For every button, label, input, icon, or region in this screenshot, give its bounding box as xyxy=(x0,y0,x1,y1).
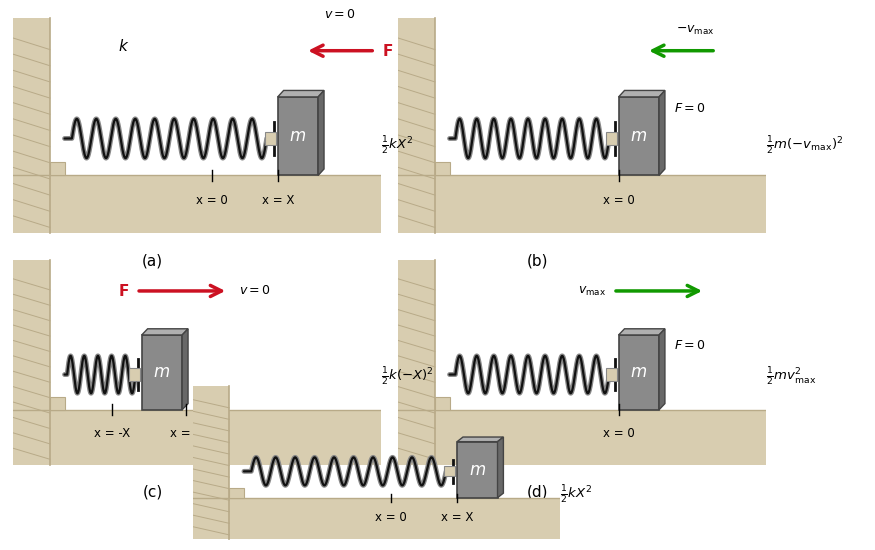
Bar xyxy=(398,18,435,233)
Polygon shape xyxy=(659,329,665,410)
Polygon shape xyxy=(659,90,665,175)
Bar xyxy=(435,162,450,175)
Bar xyxy=(50,397,65,410)
Bar xyxy=(619,97,659,175)
Bar xyxy=(192,386,229,539)
Bar xyxy=(398,410,766,465)
Bar xyxy=(13,18,50,233)
Bar xyxy=(398,260,435,465)
Bar xyxy=(13,260,50,465)
Text: $v = 0$: $v = 0$ xyxy=(325,8,356,21)
Bar xyxy=(444,466,455,476)
Bar xyxy=(50,162,65,175)
Text: $\frac{1}{2}m(-v_{\mathrm{max}})^2$: $\frac{1}{2}m(-v_{\mathrm{max}})^2$ xyxy=(766,135,843,157)
Text: x = 0: x = 0 xyxy=(196,194,228,207)
Text: (d): (d) xyxy=(527,485,549,499)
Bar xyxy=(142,335,182,410)
Text: $\frac{1}{2}k(-X)^2$: $\frac{1}{2}k(-X)^2$ xyxy=(381,366,433,388)
Text: (a): (a) xyxy=(143,254,164,269)
Polygon shape xyxy=(498,437,503,498)
Text: $-v_{\mathrm{max}}$: $-v_{\mathrm{max}}$ xyxy=(676,24,715,37)
Text: $m$: $m$ xyxy=(290,127,306,145)
Bar xyxy=(265,131,276,145)
Text: $\frac{1}{2}kX^2$: $\frac{1}{2}kX^2$ xyxy=(560,484,592,506)
Polygon shape xyxy=(318,90,324,175)
Text: $F = 0$: $F = 0$ xyxy=(674,102,705,115)
Bar xyxy=(457,442,498,498)
Text: (b): (b) xyxy=(527,254,549,269)
Bar xyxy=(229,488,244,498)
Text: $m$: $m$ xyxy=(630,127,648,145)
Text: $\frac{1}{2}mv_{\mathrm{max}}^2$: $\frac{1}{2}mv_{\mathrm{max}}^2$ xyxy=(766,366,816,388)
Text: $\mathbf{F}$: $\mathbf{F}$ xyxy=(118,283,129,299)
Text: $m$: $m$ xyxy=(153,364,171,381)
Polygon shape xyxy=(619,329,665,335)
Text: x = 0: x = 0 xyxy=(603,194,634,207)
Text: $k$: $k$ xyxy=(118,38,129,54)
Text: $\mathbf{F}$: $\mathbf{F}$ xyxy=(382,43,394,59)
Bar xyxy=(619,335,659,410)
Text: x = -X: x = -X xyxy=(94,427,130,441)
Text: x = X: x = X xyxy=(262,194,294,207)
Bar xyxy=(13,175,381,233)
Bar xyxy=(277,97,318,175)
Text: x = X: x = X xyxy=(441,511,473,524)
Text: $v_{\mathrm{max}}$: $v_{\mathrm{max}}$ xyxy=(578,284,605,298)
Text: x = 0: x = 0 xyxy=(375,511,407,524)
Text: (c): (c) xyxy=(143,485,163,499)
Bar xyxy=(192,498,560,539)
Text: $F = 0$: $F = 0$ xyxy=(674,339,705,353)
Text: $m$: $m$ xyxy=(630,364,648,381)
Text: $\frac{1}{2}kX^2$: $\frac{1}{2}kX^2$ xyxy=(381,135,413,157)
Bar xyxy=(435,397,450,410)
Text: x = 0: x = 0 xyxy=(603,427,634,441)
Bar xyxy=(129,368,140,381)
Bar xyxy=(13,410,381,465)
Bar xyxy=(606,131,617,145)
Bar xyxy=(606,368,617,381)
Polygon shape xyxy=(619,90,665,97)
Text: $m$: $m$ xyxy=(469,461,486,478)
Text: x = 0: x = 0 xyxy=(170,427,202,441)
Text: $v = 0$: $v = 0$ xyxy=(239,284,271,298)
Polygon shape xyxy=(142,329,188,335)
Bar xyxy=(398,175,766,233)
Polygon shape xyxy=(457,437,503,442)
Polygon shape xyxy=(277,90,324,97)
Polygon shape xyxy=(182,329,188,410)
